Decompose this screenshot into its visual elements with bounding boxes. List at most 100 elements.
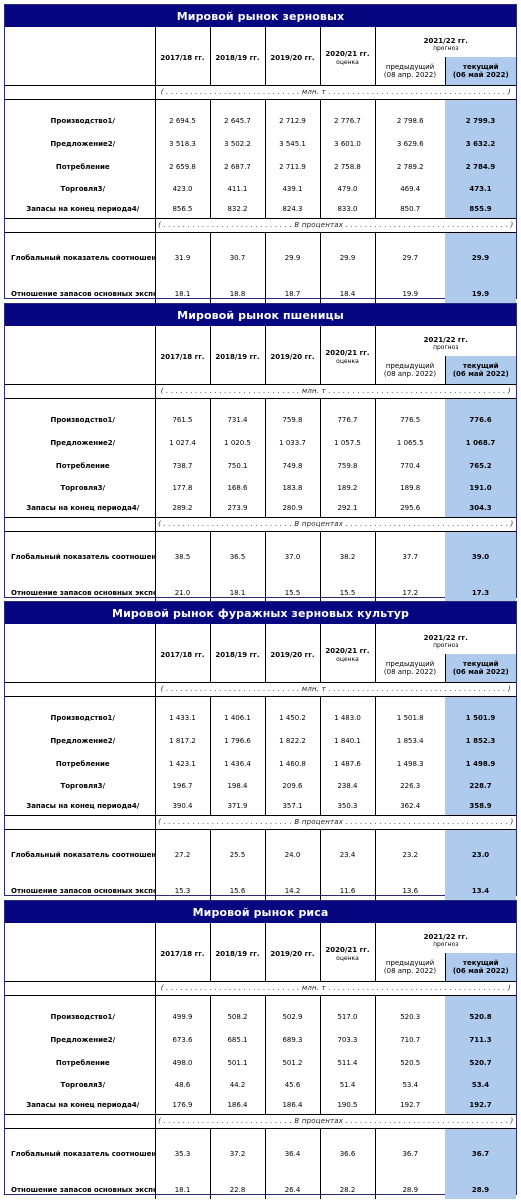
current-forecast-header: текущий (06 май 2022) (444, 356, 517, 385)
year-label: 2018/19 гг. (215, 54, 260, 63)
value-cell: 1 406.1 (209, 706, 265, 729)
units-blank (5, 681, 155, 697)
value-cell: 1 068.7 (445, 431, 517, 454)
section-title: Мировой рынок риса (5, 901, 516, 923)
value-cell: 36.4 (264, 1128, 320, 1180)
row-label-supply: Предложение2/ (50, 139, 116, 148)
row-label-consumption: Потребление (55, 162, 110, 171)
value-cell: 23.4 (319, 829, 375, 881)
spacer (264, 99, 320, 109)
year-label: 2018/19 гг. (215, 651, 260, 660)
value-cell: 390.4 (154, 797, 210, 815)
value-cell: 2 712.9 (264, 109, 320, 132)
value-cell: 14.2 (264, 881, 320, 900)
value-cell: 685.1 (209, 1028, 265, 1051)
spacer (319, 696, 375, 706)
current-date: (06 май 2022) (452, 667, 509, 676)
row-label-stocks: Запасы на конец периода4/ (26, 204, 140, 213)
value-cell: 38.5 (154, 531, 210, 583)
value-cell: 15.6 (209, 881, 265, 900)
current-label: текущий (462, 361, 499, 370)
row-label-exporters: Отношение запасов основных экспортеров к… (11, 1185, 155, 1194)
spacer (374, 696, 445, 706)
value-cell: 11.6 (319, 881, 375, 900)
row-label-production: Производство1/ (50, 713, 115, 722)
column-header-year: 2019/20 гг. (264, 923, 320, 981)
forecast-year: 2021/22 гг. (423, 634, 468, 642)
row-label-trade: Торговля3/ (60, 1081, 106, 1089)
value-cell: 703.3 (319, 1028, 375, 1051)
column-header-year: 2017/18 гг. (154, 624, 210, 682)
row-label-ratio: Глобальный показатель соотношения объемо… (11, 553, 155, 562)
value-cell: 3 632.2 (445, 132, 517, 155)
previous-label: предыдущий (385, 361, 435, 370)
value-cell: 36.5 (209, 531, 265, 583)
value-cell: 689.3 (264, 1028, 320, 1051)
year-label: 2017/18 гг. (160, 651, 205, 660)
value-cell: 776.5 (374, 408, 445, 431)
spacer (445, 696, 517, 706)
value-cell: 1 498.3 (374, 752, 445, 775)
row-label-stocks: Запасы на конец периода4/ (26, 1100, 140, 1109)
value-cell: 35.3 (154, 1128, 210, 1180)
spacer (374, 995, 445, 1005)
value-cell: 18.4 (319, 284, 375, 303)
table-row: Производство1/761.5 731.4 759.8 776.7 776.5 7… (5, 408, 517, 431)
value-cell: 189.8 (374, 477, 445, 499)
previous-label: предыдущий (385, 62, 435, 71)
value-cell: 2 798.6 (374, 109, 445, 132)
value-cell: 19.9 (445, 284, 517, 303)
table-row: Торговля3/196.7 198.4 209.6 238.4 226.3 228.7 (5, 775, 517, 797)
balance-table: 2017/18 гг. 2018/19 гг. 2019/20 гг. 2020/21… (5, 624, 517, 900)
market-section: Мировой рынок зерновых 2017/18 гг. 2018/19… (4, 4, 517, 303)
value-cell: 26.4 (264, 1180, 320, 1199)
row-label-production: Производство1/ (50, 1012, 115, 1021)
year-label: 2020/21 гг. (325, 50, 370, 59)
value-cell: 18.1 (154, 1180, 210, 1199)
year-label: 2019/20 гг. (270, 651, 315, 660)
spacer (5, 696, 155, 706)
current-date: (06 май 2022) (452, 70, 509, 79)
value-cell: 511.4 (319, 1051, 375, 1074)
spacer (264, 398, 320, 408)
value-cell: 1 853.4 (374, 729, 445, 752)
table-row: Торговля3/48.6 44.2 45.6 51.4 53.4 53.4 (5, 1074, 517, 1096)
value-cell: 3 601.0 (319, 132, 375, 155)
value-cell: 18.7 (264, 284, 320, 303)
value-cell: 18.1 (209, 583, 265, 602)
spacer (5, 99, 155, 109)
year-label: 2019/20 гг. (270, 54, 315, 63)
market-section: Мировой рынок риса 2017/18 гг. 2018/19 гг.… (4, 900, 517, 1199)
year-label: 2017/18 гг. (160, 54, 205, 63)
current-label: текущий (462, 958, 499, 967)
previous-forecast-header: предыдущий (08 апр. 2022) (374, 654, 445, 682)
value-cell: 479.0 (319, 178, 375, 200)
value-cell: 24.0 (264, 829, 320, 881)
table-row: Производство1/1 433.1 1 406.1 1 450.2 1 483… (5, 706, 517, 729)
value-cell: 770.4 (374, 454, 445, 477)
value-cell: 29.9 (319, 232, 375, 284)
current-forecast-header: текущий (06 май 2022) (444, 654, 517, 683)
table-row: Отношение запасов основных экспортеров к… (5, 881, 517, 900)
estimate-label: оценка (336, 358, 359, 366)
column-header-year: 2020/21 гг. оценка (319, 923, 375, 981)
spacer (209, 99, 265, 109)
value-cell: 1 423.1 (154, 752, 210, 775)
value-cell: 711.3 (445, 1028, 517, 1051)
value-cell: 1 498.9 (445, 752, 517, 775)
value-cell: 36.7 (445, 1128, 517, 1180)
value-cell: 3 502.2 (209, 132, 265, 155)
current-date: (06 май 2022) (452, 966, 509, 975)
value-cell: 358.9 (445, 797, 517, 815)
units-row: ( . . . . . . . . . . . . . . . . . . . … (154, 84, 517, 100)
units-row: ( . . . . . . . . . . . . . . . . . . . … (154, 383, 517, 399)
value-cell: 13.4 (445, 881, 517, 900)
column-header-year: 2017/18 гг. (154, 923, 210, 981)
forecast-header: 2021/22 гг. прогноз (374, 27, 517, 57)
value-cell: 29.9 (445, 232, 517, 284)
estimate-label: оценка (336, 656, 359, 664)
spacer (445, 398, 517, 408)
header-blank (5, 27, 155, 85)
value-cell: 37.7 (374, 531, 445, 583)
year-label: 2019/20 гг. (270, 353, 315, 362)
